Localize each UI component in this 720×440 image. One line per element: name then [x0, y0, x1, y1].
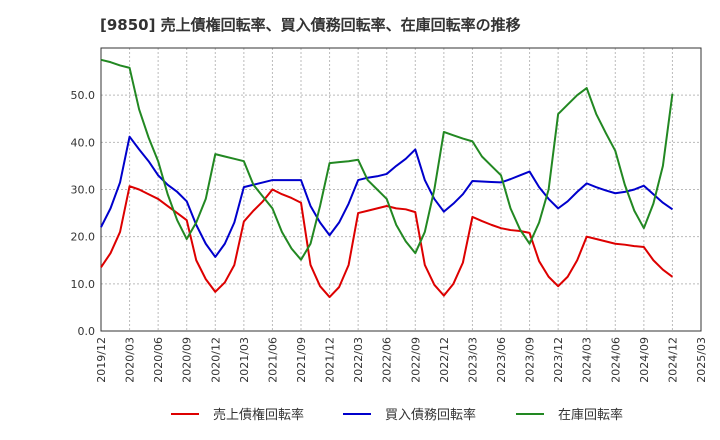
legend-item: 売上債権回転率	[171, 407, 304, 423]
series-line-1	[100, 185, 674, 299]
y-tick-label: 20.0	[71, 231, 96, 244]
x-tick-label: 2020/03	[124, 337, 137, 383]
legend: 売上債権回転率 買入債務回転率 在庫回転率	[171, 407, 623, 423]
x-tick-label: 2024/09	[638, 337, 651, 383]
x-tick-label: 2023/09	[524, 337, 537, 383]
x-tick-label: 2023/03	[466, 337, 479, 383]
legend-item: 買入債務回転率	[343, 407, 476, 423]
x-tick-label: 2022/12	[438, 337, 451, 383]
y-tick-label: 50.0	[71, 89, 96, 102]
legend-label: 売上債権回転率	[213, 407, 304, 423]
x-tick-label: 2021/09	[295, 337, 308, 383]
x-tick-label: 2022/03	[352, 337, 365, 383]
x-tick-label: 2021/06	[266, 337, 279, 383]
x-tick-label: 2025/03	[695, 337, 708, 383]
x-tick-label: 2024/12	[666, 337, 679, 383]
legend-label: 買入債務回転率	[385, 407, 476, 423]
plot-area: 0.0 10.0 20.0 30.0 40.0 50.0 2019/12 2020/03 202…	[71, 47, 708, 383]
series-line-3	[100, 58, 674, 261]
y-tick-label: 0.0	[78, 325, 96, 338]
plot-frame	[100, 47, 702, 332]
x-tick-label: 2021/12	[324, 337, 337, 383]
x-tick-label: 2024/03	[581, 337, 594, 383]
y-tick-label: 40.0	[71, 136, 96, 149]
x-tick-label: 2022/06	[381, 337, 394, 383]
x-tick-label: 2023/12	[552, 337, 565, 383]
x-tick-label: 2023/06	[495, 337, 508, 383]
x-tick-label: 2022/09	[409, 337, 422, 383]
y-tick-label: 30.0	[71, 184, 96, 197]
x-tick-label: 2021/03	[238, 337, 251, 383]
x-tick-label: 2020/06	[152, 337, 165, 383]
legend-label: 在庫回転率	[558, 407, 623, 423]
y-tick-label: 10.0	[71, 278, 96, 291]
x-tick-label: 2020/12	[209, 337, 222, 383]
legend-item: 在庫回転率	[516, 407, 623, 423]
x-tick-label: 2020/09	[181, 337, 194, 383]
chart-title: [9850] 売上債権回転率、買入債務回転率、在庫回転率の推移	[100, 16, 521, 34]
x-tick-label: 2019/12	[95, 337, 108, 383]
x-tick-label: 2024/06	[609, 337, 622, 383]
series-line-2	[100, 135, 673, 258]
